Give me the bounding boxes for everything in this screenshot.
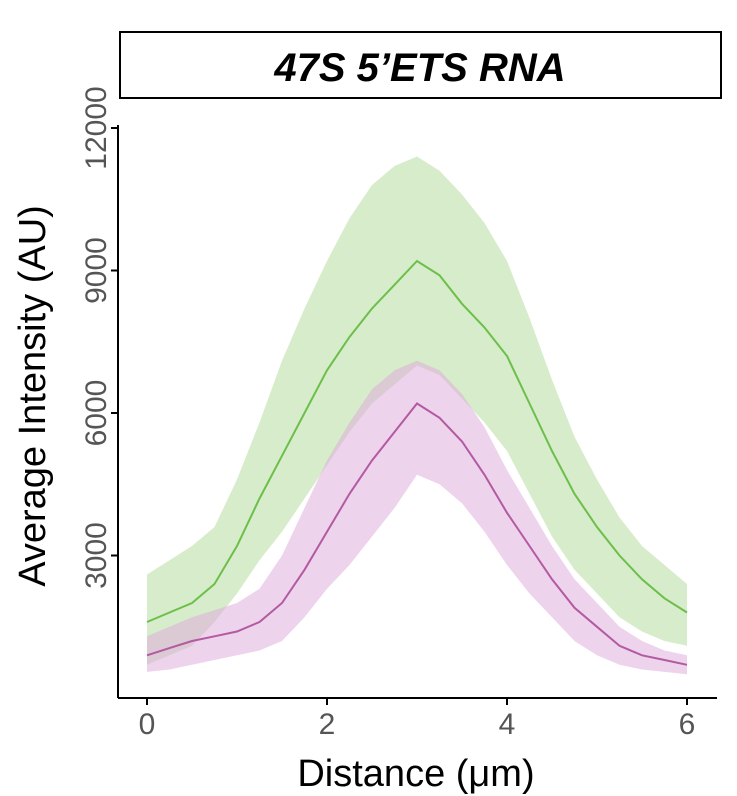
y-ticks: 3000 6000 9000 12000 [80,86,118,589]
series-1-line [146,259,688,623]
x-tick-label: 4 [499,708,516,741]
x-axis-label: Distance (μm) [297,753,534,795]
y-tick-label: 6000 [80,380,113,447]
series-2-band [147,360,687,675]
y-tick-label: 12000 [80,86,113,169]
title-box [119,31,722,99]
series-1-band [147,156,687,665]
chart-title: 47S 5’ETS RNA [273,46,565,90]
confidence-bands [147,156,687,675]
x-ticks: 0 2 4 6 [139,698,696,741]
y-tick-label: 9000 [80,237,113,304]
series-lines [146,259,688,666]
y-tick-label: 3000 [80,522,113,589]
series-2-line [146,402,688,666]
x-tick-label: 0 [139,708,156,741]
x-tick-label: 2 [319,708,336,741]
x-tick-label: 6 [679,708,696,741]
y-axis-label: Average Intensity (AU) [12,205,54,587]
